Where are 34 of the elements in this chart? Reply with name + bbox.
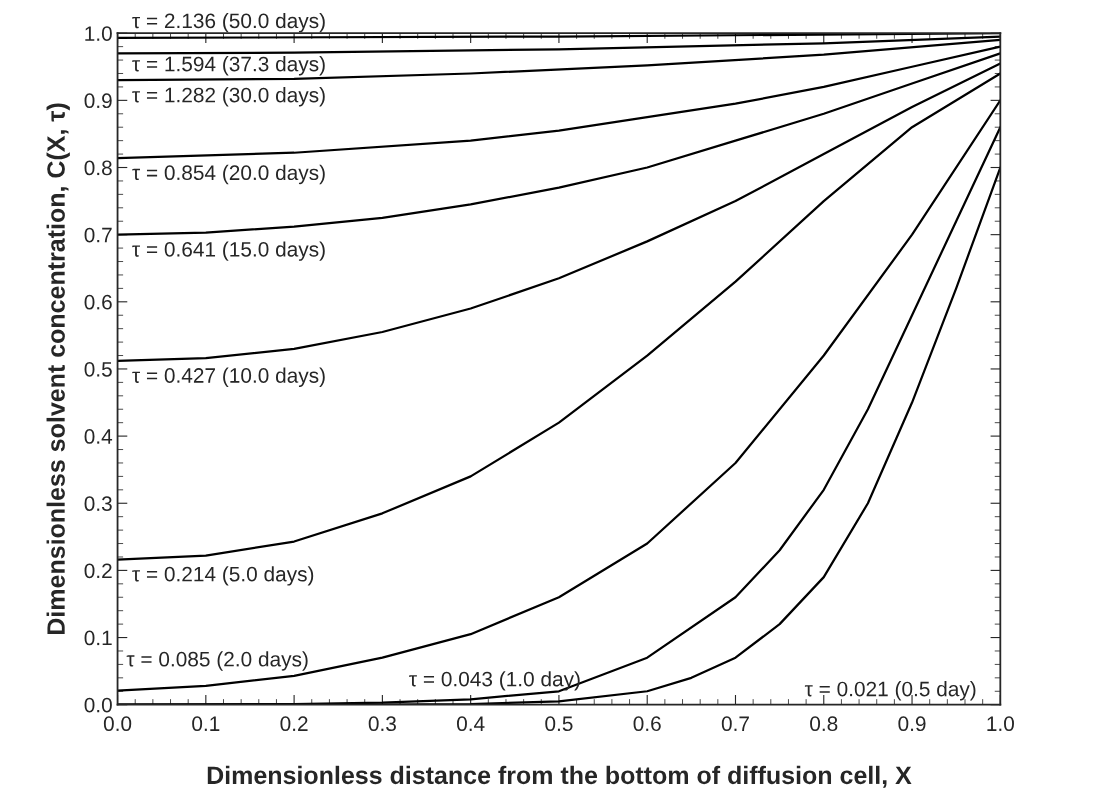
x-tick-label: 0.5 [545,716,573,732]
series-label: τ = 0.641 (15.0 days) [132,241,325,261]
x-tick-label: 0.3 [368,716,396,732]
x-tick-label: 0.8 [810,716,838,732]
y-tick-label: 0.7 [84,227,112,243]
series-label: τ = 2.136 (50.0 days) [132,12,325,33]
x-tick-label: 0.1 [192,716,220,732]
y-axis-title: Dimensionless solvent concentration, C(X, τ) [46,103,70,635]
series-label: τ = 1.594 (37.3 days) [132,56,325,76]
y-tick-label: 1.0 [85,26,112,41]
series-label: τ = 0.427 (10.0 days) [132,367,325,387]
y-tick-label: 0.8 [84,160,112,176]
y-tick-label: 0.5 [84,361,112,377]
x-axis-title: Dimensionless distance from the bottom of diffusion cell, X [207,765,912,788]
x-tick-label: 0.2 [280,716,308,732]
x-tick-label: 1.0 [987,716,1014,732]
x-tick-label: 0.6 [633,716,661,732]
x-tick-label: 0.9 [898,716,926,732]
series-label: τ = 0.854 (20.0 days) [132,164,325,185]
x-tick-label: 0.4 [456,716,485,732]
x-tick-label: 0.7 [721,716,749,732]
y-tick-label: 0.4 [84,429,113,444]
series-label: τ = 0.214 (5.0 days) [132,566,314,586]
x-tick-label: 0.0 [103,716,132,732]
y-tick-label: 0.2 [84,563,112,579]
y-tick-label: 0.6 [84,294,112,310]
series-label: τ = 0.085 (2.0 days) [126,651,308,671]
y-tick-label: 0.1 [84,630,112,646]
series-label: τ = 0.043 (1.0 day) [409,671,580,691]
series-label: τ = 1.282 (30.0 days) [132,87,325,107]
y-tick-label: 0.3 [84,496,112,512]
y-tick-label: 0.9 [84,93,112,109]
text: τ = 0.021 (0.5 day) [804,681,976,701]
y-tick-label: 0.0 [84,697,112,713]
